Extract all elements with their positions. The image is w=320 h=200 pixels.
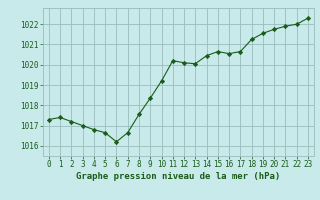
X-axis label: Graphe pression niveau de la mer (hPa): Graphe pression niveau de la mer (hPa) <box>76 172 281 181</box>
